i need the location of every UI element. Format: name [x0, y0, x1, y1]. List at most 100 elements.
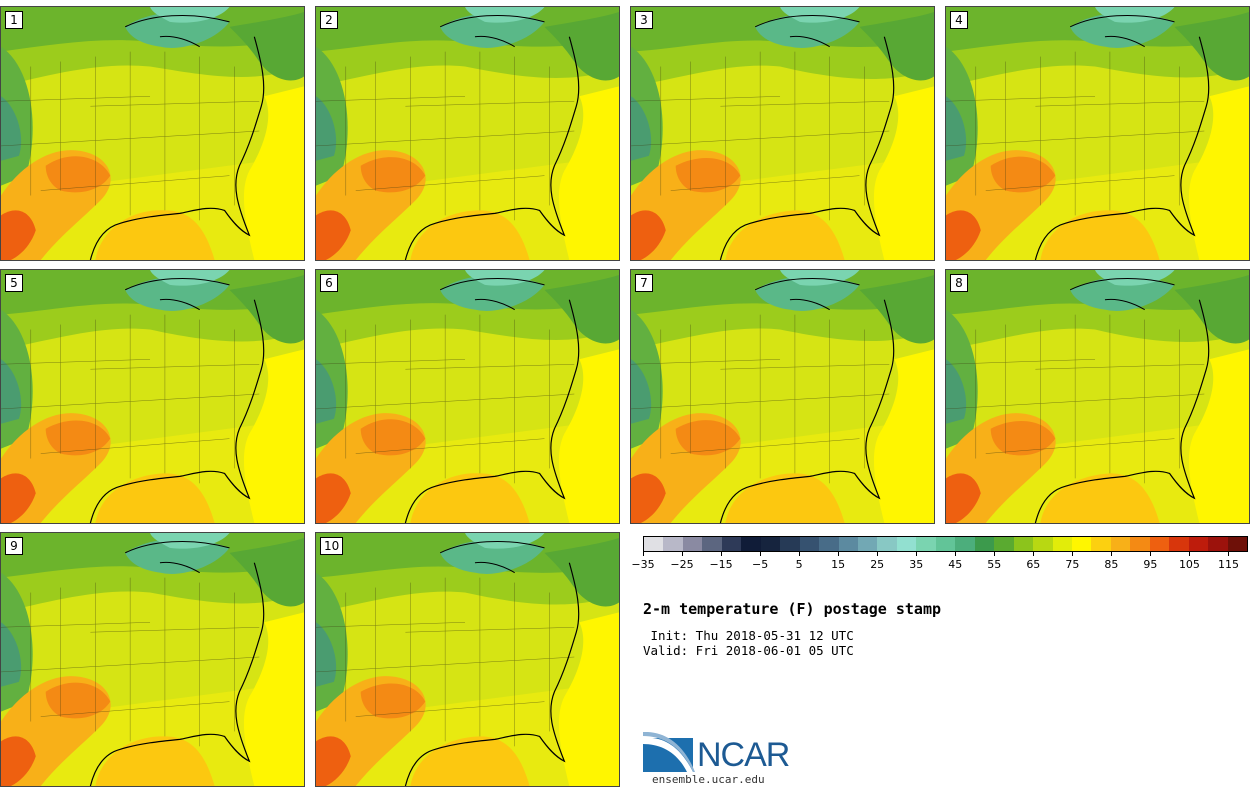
temperature-colorbar	[643, 536, 1248, 552]
colorbar-tick	[1228, 552, 1230, 556]
temperature-map	[1, 533, 304, 786]
stamp-panel-7: 7	[630, 269, 935, 524]
colorbar-tick-label: −15	[709, 558, 733, 571]
colorbar-tick-label: 105	[1178, 558, 1200, 571]
colorbar-tick-label: 115	[1217, 558, 1239, 571]
panel-label: 7	[635, 274, 653, 292]
colorbar-tick-label: −25	[670, 558, 694, 571]
colorbar-tick	[994, 552, 996, 556]
colorbar-tick	[1033, 552, 1035, 556]
colorbar-tick-label: 85	[1104, 558, 1119, 571]
colorbar-segment	[1149, 537, 1170, 551]
colorbar-tick	[838, 552, 840, 556]
colorbar-segment	[916, 537, 936, 551]
colorbar-tick-label: −5	[751, 558, 769, 571]
panel-label: 4	[950, 11, 968, 29]
stamp-panel-9: 9	[0, 532, 305, 787]
site-url: ensemble.ucar.edu	[652, 773, 765, 786]
stamp-panel-5: 5	[0, 269, 305, 524]
colorbar-segment	[1130, 537, 1150, 551]
colorbar-tick-label: 45	[948, 558, 963, 571]
plot-title: 2-m temperature (F) postage stamp	[643, 600, 942, 618]
temperature-map	[946, 7, 1249, 260]
colorbar-segment	[1208, 537, 1228, 551]
colorbar-segment	[974, 537, 995, 551]
colorbar-tick-label: 95	[1143, 558, 1158, 571]
colorbar-tick	[643, 552, 644, 556]
colorbar-ticks: −35 −25 −15 −5 5 15 25 35 45 55 65 75 85 95 105 115	[631, 552, 1248, 574]
panel-label: 1	[5, 11, 23, 29]
panel-label: 2	[320, 11, 338, 29]
colorbar-segment	[1091, 537, 1111, 551]
colorbar-segment	[780, 537, 800, 551]
colorbar-segment	[1169, 537, 1189, 551]
colorbar-tick	[955, 552, 957, 556]
temperature-map	[316, 7, 619, 260]
stamp-panel-2: 2	[315, 6, 620, 261]
stamp-panel-10: 10	[315, 532, 620, 787]
colorbar-tick	[1189, 552, 1191, 556]
temperature-map	[1, 270, 304, 523]
colorbar-segment	[644, 537, 664, 551]
colorbar-segment	[663, 537, 683, 551]
colorbar-segment	[935, 537, 956, 551]
colorbar-segment	[682, 537, 703, 551]
colorbar-tick-label: 5	[795, 558, 803, 571]
colorbar-tick	[1072, 552, 1074, 556]
colorbar-segment	[994, 537, 1014, 551]
colorbar-segment	[838, 537, 858, 551]
colorbar-tick-label: 75	[1065, 558, 1080, 571]
panel-label: 9	[5, 537, 23, 555]
colorbar-tick	[760, 552, 762, 556]
colorbar-tick-label: 15	[831, 558, 846, 571]
colorbar-tick-label: 55	[987, 558, 1002, 571]
temperature-map	[316, 270, 619, 523]
temperature-map	[1, 7, 304, 260]
colorbar-tick	[721, 552, 723, 556]
colorbar-tick-label: −35	[631, 558, 655, 571]
ncar-logo-text: NCAR	[697, 736, 790, 774]
colorbar-segment	[741, 537, 761, 551]
init-time: Init: Thu 2018-05-31 12 UTC	[643, 628, 854, 643]
colorbar-segment	[1188, 537, 1209, 551]
colorbar-segment	[1110, 537, 1131, 551]
panel-label: 6	[320, 274, 338, 292]
panel-label: 3	[635, 11, 653, 29]
colorbar-segment	[702, 537, 722, 551]
panel-label: 8	[950, 274, 968, 292]
colorbar-segment	[760, 537, 781, 551]
ncar-logo-icon	[643, 732, 695, 772]
valid-time: Valid: Fri 2018-06-01 05 UTC	[643, 643, 854, 658]
temperature-map	[631, 270, 934, 523]
stamp-panel-1: 1	[0, 6, 305, 261]
colorbar-segment	[1052, 537, 1072, 551]
colorbar-segment	[1071, 537, 1092, 551]
colorbar-tick	[1150, 552, 1152, 556]
colorbar-tick-label: 25	[870, 558, 885, 571]
colorbar-segment	[1033, 537, 1053, 551]
colorbar-segment	[896, 537, 917, 551]
colorbar-segment	[857, 537, 878, 551]
stamp-panel-6: 6	[315, 269, 620, 524]
colorbar-tick	[682, 552, 684, 556]
temperature-map	[631, 7, 934, 260]
colorbar-segment	[799, 537, 820, 551]
colorbar-segment	[1227, 537, 1248, 551]
colorbar-segment	[877, 537, 897, 551]
colorbar-tick-label: 65	[1026, 558, 1041, 571]
stamp-panel-4: 4	[945, 6, 1250, 261]
colorbar-segment	[955, 537, 975, 551]
temperature-map	[946, 270, 1249, 523]
stamp-panel-8: 8	[945, 269, 1250, 524]
temperature-map	[316, 533, 619, 786]
colorbar-segment	[819, 537, 839, 551]
colorbar-tick-label: 35	[909, 558, 924, 571]
panel-label: 5	[5, 274, 23, 292]
colorbar-segment	[1013, 537, 1034, 551]
stamp-panel-3: 3	[630, 6, 935, 261]
colorbar-tick	[916, 552, 918, 556]
panel-label: 10	[320, 537, 344, 555]
colorbar-tick	[799, 552, 801, 556]
colorbar-segment	[721, 537, 742, 551]
colorbar-tick	[877, 552, 879, 556]
